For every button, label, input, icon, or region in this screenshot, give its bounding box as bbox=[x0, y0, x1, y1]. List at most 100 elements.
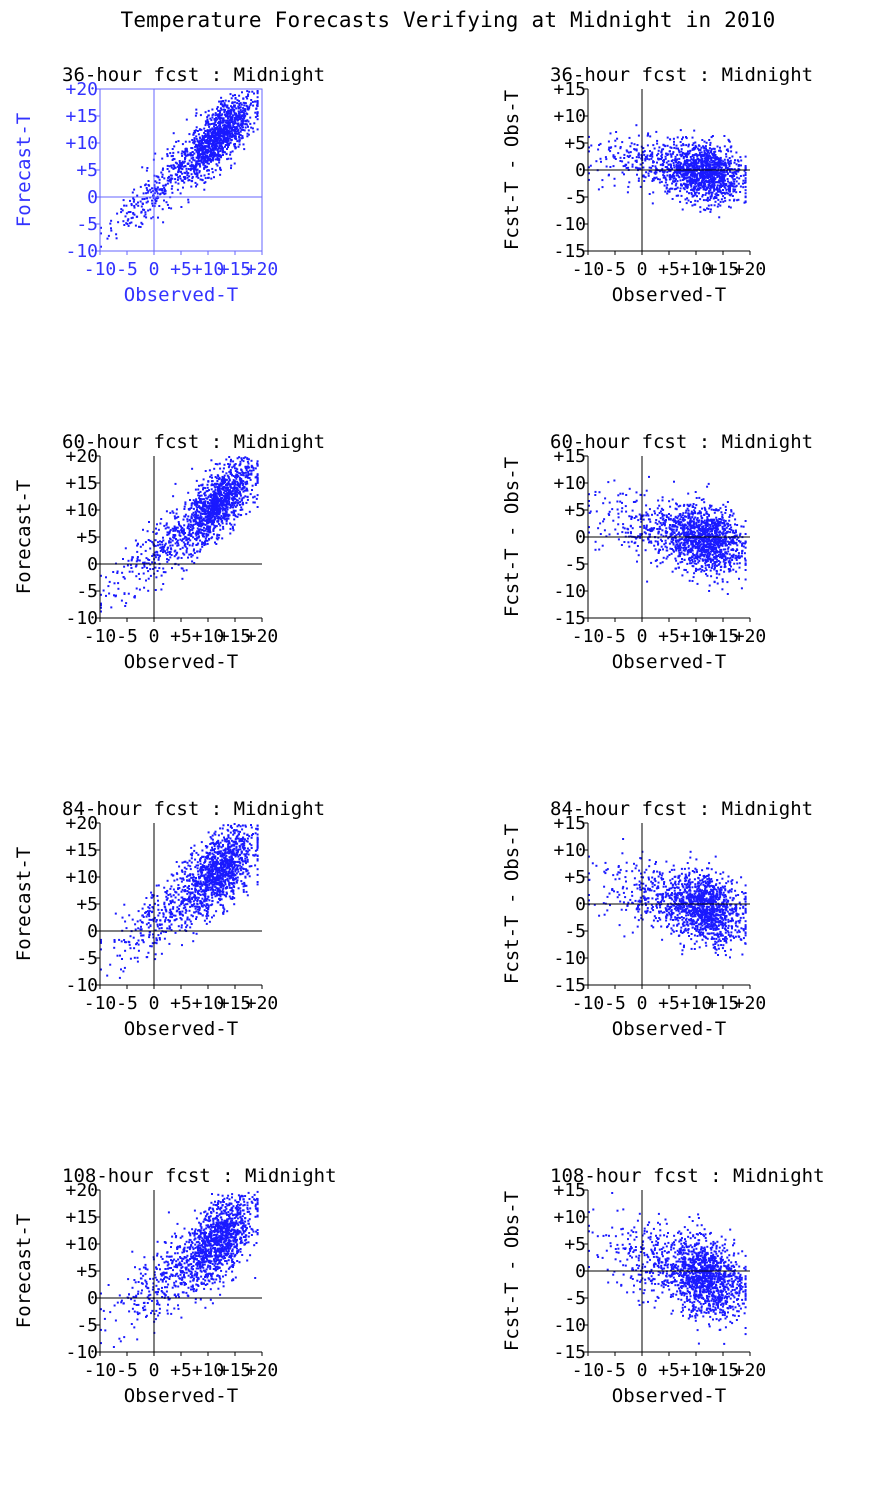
y-tick-label: 0 bbox=[575, 160, 586, 181]
scatter-point bbox=[208, 134, 211, 137]
scatter-point bbox=[701, 139, 704, 141]
scatter-point bbox=[214, 114, 217, 117]
scatter-point bbox=[670, 154, 673, 157]
scatter-point bbox=[145, 579, 147, 582]
scatter-point bbox=[224, 486, 227, 489]
scatter-point bbox=[231, 117, 233, 119]
scatter-point bbox=[727, 172, 729, 175]
scatter-point bbox=[219, 122, 222, 125]
scatter-point bbox=[211, 143, 214, 146]
scatter-point bbox=[204, 487, 207, 490]
scatter-point bbox=[705, 155, 708, 158]
scatter-point bbox=[688, 171, 691, 174]
scatter-point bbox=[617, 523, 620, 526]
scatter-point bbox=[210, 160, 212, 163]
scatter-point bbox=[166, 168, 169, 170]
scatter-point bbox=[162, 583, 165, 585]
scatter-point bbox=[202, 542, 205, 544]
scatter-point bbox=[198, 170, 201, 173]
scatter-point bbox=[218, 493, 221, 496]
scatter-point bbox=[727, 188, 730, 190]
scatter-point bbox=[731, 171, 734, 174]
scatter-point bbox=[169, 529, 172, 532]
scatter-point bbox=[730, 193, 733, 196]
scatter-point bbox=[229, 132, 232, 135]
scatter-point bbox=[667, 163, 670, 166]
scatter-point bbox=[693, 180, 696, 183]
scatter-point bbox=[234, 470, 237, 472]
scatter-point bbox=[195, 185, 197, 188]
scatter-point bbox=[222, 129, 225, 132]
scatter-point bbox=[250, 102, 252, 105]
scatter-point bbox=[712, 197, 715, 200]
scatter-point bbox=[215, 124, 217, 126]
scatter-point bbox=[686, 165, 689, 168]
scatter-point bbox=[683, 159, 686, 162]
scatter-point bbox=[209, 117, 212, 120]
scatter-point bbox=[195, 531, 198, 534]
scatter-point bbox=[697, 568, 700, 571]
scatter-point bbox=[690, 164, 693, 167]
scatter-point bbox=[224, 108, 227, 111]
scatter-point bbox=[597, 188, 600, 191]
scatter-point bbox=[174, 527, 176, 530]
scatter-point bbox=[153, 561, 156, 564]
scatter-point bbox=[214, 513, 217, 516]
scatter-point bbox=[622, 526, 625, 529]
scatter-point bbox=[719, 157, 722, 160]
scatter-point bbox=[206, 139, 208, 141]
x-tick-label: -10 bbox=[84, 626, 117, 647]
scatter-point bbox=[743, 201, 746, 204]
scatter-point bbox=[134, 565, 137, 568]
scatter-point bbox=[225, 519, 228, 522]
scatter-point bbox=[677, 515, 680, 518]
scatter-point bbox=[192, 507, 195, 510]
scatter-point bbox=[625, 167, 628, 169]
scatter-point bbox=[198, 531, 200, 534]
scatter-point bbox=[218, 508, 221, 511]
scatter-point bbox=[168, 530, 171, 533]
scatter-point bbox=[184, 148, 187, 150]
scatter-point bbox=[230, 136, 233, 139]
scatter-point bbox=[661, 153, 664, 156]
scatter-point bbox=[705, 157, 708, 160]
scatter-point bbox=[193, 562, 196, 564]
scatter-point bbox=[694, 192, 696, 194]
scatter-point bbox=[652, 160, 655, 163]
scatter-point bbox=[236, 480, 239, 483]
scatter-point bbox=[732, 174, 735, 177]
scatter-point bbox=[203, 508, 206, 511]
scatter-point bbox=[177, 563, 180, 566]
scatter-point bbox=[213, 132, 216, 134]
scatter-point bbox=[233, 104, 236, 107]
scatter-point bbox=[170, 174, 173, 177]
scatter-point bbox=[227, 517, 230, 520]
scatter-point bbox=[188, 532, 191, 534]
scatter-point bbox=[694, 173, 696, 176]
scatter-point bbox=[222, 142, 225, 145]
scatter-point bbox=[156, 192, 159, 195]
scatter-point bbox=[100, 602, 102, 605]
scatter-point bbox=[687, 176, 690, 179]
scatter-point bbox=[695, 164, 698, 167]
scatter-point bbox=[685, 156, 688, 159]
scatter-point bbox=[711, 563, 714, 566]
scatter-point bbox=[255, 497, 258, 500]
scatter-point bbox=[203, 188, 206, 191]
scatter-point bbox=[671, 187, 674, 190]
scatter-point bbox=[233, 135, 236, 137]
scatter-point bbox=[238, 464, 241, 467]
scatter-point bbox=[199, 514, 202, 517]
scatter-point bbox=[206, 159, 209, 162]
scatter-point bbox=[162, 192, 165, 194]
scatter-point bbox=[233, 116, 236, 119]
scatter-point bbox=[240, 457, 243, 460]
scatter-point bbox=[218, 116, 221, 118]
scatter-point bbox=[204, 177, 207, 180]
scatter-point bbox=[210, 537, 213, 540]
scatter-point bbox=[725, 188, 728, 191]
scatter-point bbox=[222, 515, 225, 518]
scatter-point bbox=[632, 501, 635, 503]
scatter-point bbox=[670, 166, 672, 168]
scatter-point bbox=[225, 133, 228, 136]
